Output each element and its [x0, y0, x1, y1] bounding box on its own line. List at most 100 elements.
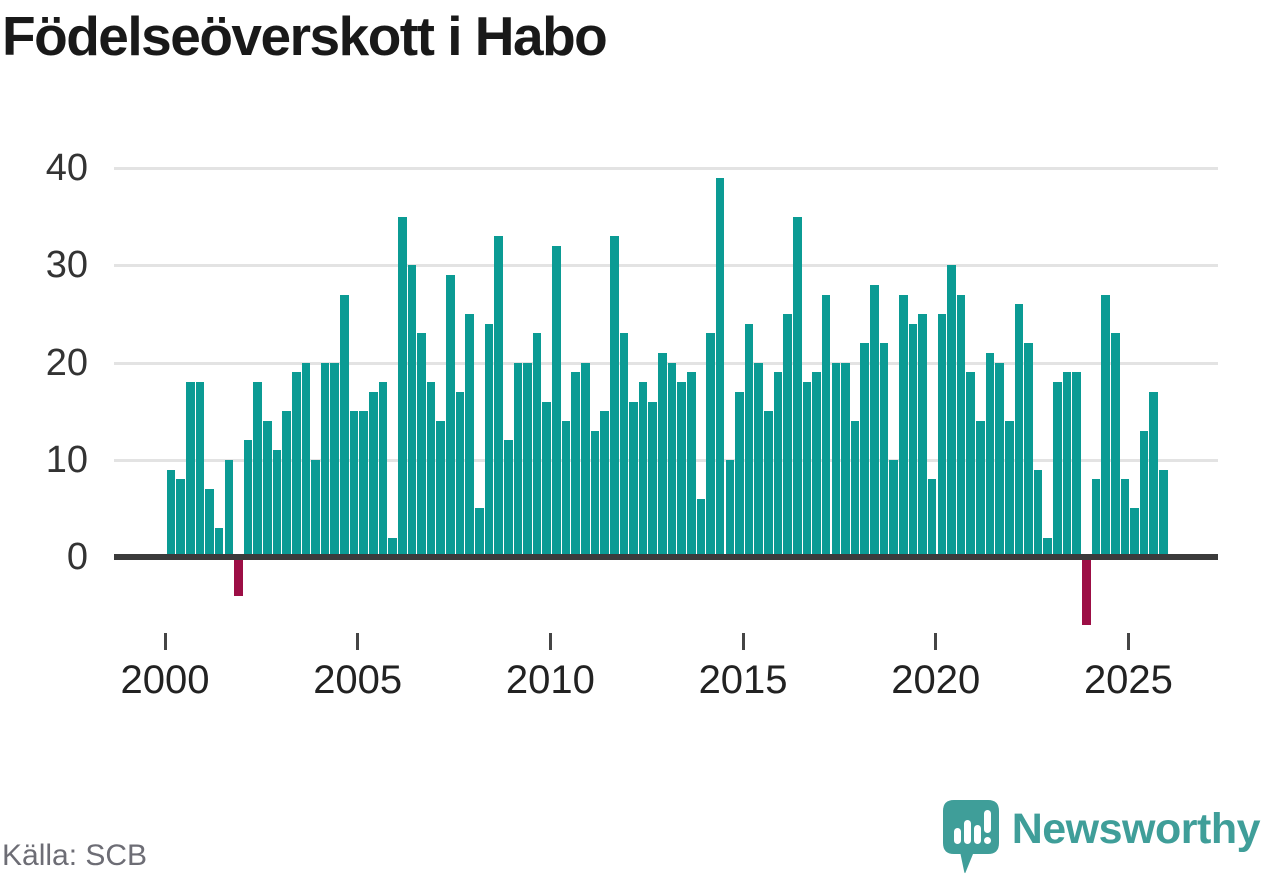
bar-positive [166, 469, 176, 557]
y-axis-label: 20 [45, 341, 88, 384]
bar-positive [879, 343, 889, 557]
bar-positive [1101, 294, 1110, 557]
bar-positive [609, 236, 619, 557]
bar-positive [417, 333, 426, 557]
bar-positive [870, 284, 879, 557]
y-axis-label: 40 [45, 147, 88, 190]
bar-positive [1033, 469, 1043, 557]
x-axis-tick [548, 633, 552, 650]
bar-positive [1043, 537, 1053, 557]
bar-positive [397, 216, 407, 557]
bar-positive [378, 382, 388, 557]
bar-positive [503, 440, 513, 557]
bar-positive [590, 430, 600, 557]
x-axis-tick [356, 633, 360, 650]
bar-positive [735, 391, 744, 557]
bar-positive [783, 314, 792, 557]
bar-positive [407, 265, 417, 557]
bar-positive [821, 294, 831, 557]
bar-positive [841, 362, 850, 557]
bar-positive [195, 382, 205, 557]
bar-positive [860, 343, 869, 557]
newsworthy-bubble-chart-icon [942, 800, 999, 874]
bar-positive [359, 411, 368, 557]
bar-positive [253, 382, 262, 557]
bar-positive [369, 391, 378, 557]
bar-positive [1120, 479, 1130, 557]
bar-positive [715, 178, 725, 557]
bar-positive [311, 459, 320, 557]
bar-positive [446, 275, 455, 557]
bar-positive [320, 362, 330, 557]
bar-positive [1053, 382, 1062, 557]
x-axis-label: 2025 [1083, 658, 1173, 702]
bar-positive [205, 488, 214, 557]
bar-positive [243, 440, 253, 557]
bar-positive [340, 294, 349, 557]
bar-positive [330, 362, 340, 557]
bar-positive [956, 294, 966, 557]
bar-positive [812, 372, 821, 557]
bar-positive [581, 362, 590, 557]
bar-positive [947, 265, 956, 557]
bar-positive [224, 459, 234, 557]
bar-positive [638, 382, 648, 557]
bar-positive [571, 372, 580, 557]
bar-positive [927, 479, 937, 557]
bar-positive [436, 420, 446, 557]
bar-positive [985, 352, 995, 557]
bar-positive [976, 420, 985, 557]
bar-positive [754, 362, 764, 557]
bar-positive [658, 352, 667, 557]
bar-positive [301, 362, 311, 557]
chart-title: Födelseöverskott i Habo [2, 5, 608, 67]
bar-positive [388, 537, 397, 557]
newsworthy-logo[interactable]: Newsworthy [942, 799, 1261, 875]
bar-positive [629, 401, 638, 557]
x-axis-label: 2000 [120, 658, 210, 702]
bar-positive [889, 459, 898, 557]
y-axis-label: 0 [66, 536, 88, 578]
bar-positive [1130, 508, 1139, 557]
bar-positive [667, 362, 677, 557]
bar-positive [1110, 333, 1120, 557]
bar-positive [561, 420, 571, 557]
bar-positive [291, 372, 301, 557]
bar-positive [494, 236, 503, 557]
bar-positive [1149, 391, 1159, 557]
x-axis-label: 2020 [891, 658, 981, 702]
gridline-y-40 [114, 167, 1218, 171]
bar-positive [619, 333, 629, 557]
bar-positive [937, 314, 947, 557]
newsworthy-wordmark: Newsworthy [1011, 804, 1261, 853]
bar-positive [696, 498, 706, 557]
bar-positive [1062, 372, 1072, 557]
y-axis-label: 30 [45, 244, 88, 287]
bar-positive [1004, 420, 1014, 557]
bar-positive [744, 323, 754, 557]
source-label: Källa: SCB [2, 839, 148, 872]
bar-positive [918, 314, 927, 557]
bar-positive [214, 527, 224, 557]
bar-positive [465, 314, 474, 557]
bar-positive [706, 333, 715, 557]
x-axis-tick [1126, 633, 1130, 650]
bar-positive [792, 216, 802, 557]
bar-positive [349, 411, 359, 557]
x-axis-line [114, 554, 1218, 560]
bar-positive [513, 362, 523, 557]
bar-positive [725, 459, 735, 557]
bar-positive [523, 362, 532, 557]
bar-positive [831, 362, 841, 557]
x-axis-tick [741, 633, 745, 650]
bar-positive [552, 246, 561, 557]
bar-positive [677, 382, 686, 557]
bar-positive [898, 294, 908, 557]
bar-positive [1014, 304, 1024, 557]
bar-positive [1024, 343, 1033, 557]
bar-positive [484, 323, 494, 557]
bar-positive [764, 411, 773, 557]
bar-negative [234, 557, 243, 596]
